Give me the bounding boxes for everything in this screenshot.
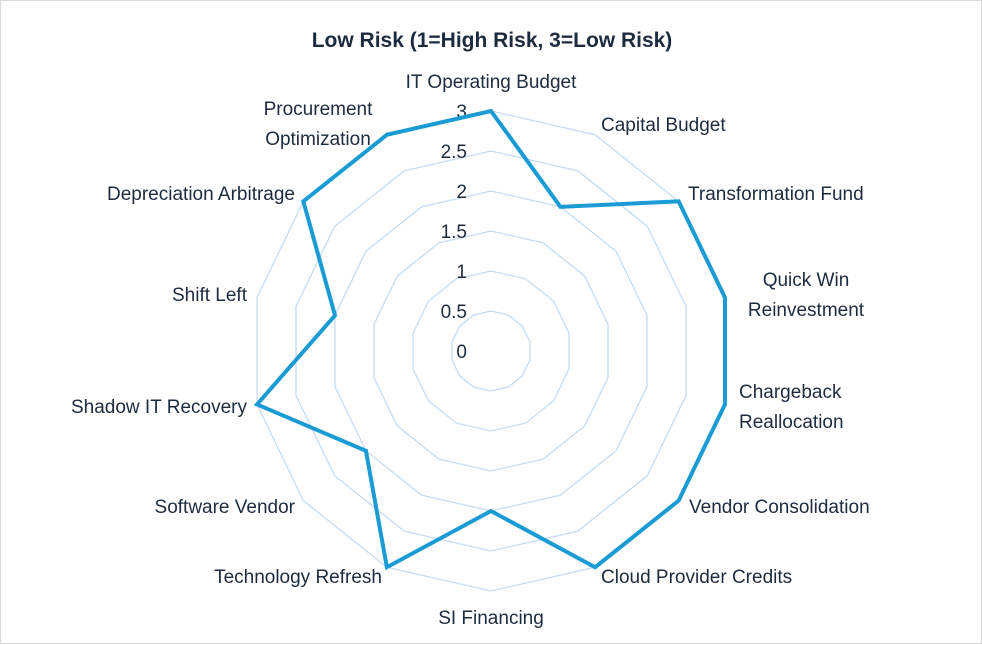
series-line bbox=[257, 111, 725, 567]
tick-label: 1.5 bbox=[441, 222, 467, 243]
category-label: Cloud Provider Credits bbox=[601, 567, 792, 588]
chart-title: Low Risk (1=High Risk, 3=Low Risk) bbox=[312, 29, 673, 52]
tick-label: 0 bbox=[456, 342, 467, 363]
category-label: Software Vendor bbox=[155, 497, 296, 518]
category-label: Vendor Consolidation bbox=[689, 497, 870, 518]
grid-ring bbox=[413, 271, 569, 431]
tick-label: 2.5 bbox=[441, 142, 467, 163]
category-label: IT Operating Budget bbox=[406, 72, 577, 93]
category-label: SI Financing bbox=[438, 608, 544, 629]
grid-ring bbox=[296, 151, 686, 551]
category-label: Shadow IT Recovery bbox=[71, 397, 248, 418]
category-label: Depreciation Arbitrage bbox=[107, 184, 295, 205]
tick-label: 0.5 bbox=[441, 302, 467, 323]
grid-ring bbox=[335, 191, 647, 511]
grid-ring bbox=[374, 231, 608, 471]
tick-label: 1 bbox=[456, 262, 467, 283]
category-label: Transformation Fund bbox=[688, 184, 864, 205]
category-label: Technology Refresh bbox=[214, 567, 382, 588]
category-label: Capital Budget bbox=[601, 115, 726, 136]
series bbox=[257, 111, 725, 567]
category-label: Shift Left bbox=[172, 285, 248, 306]
tick-label: 2 bbox=[456, 182, 467, 203]
